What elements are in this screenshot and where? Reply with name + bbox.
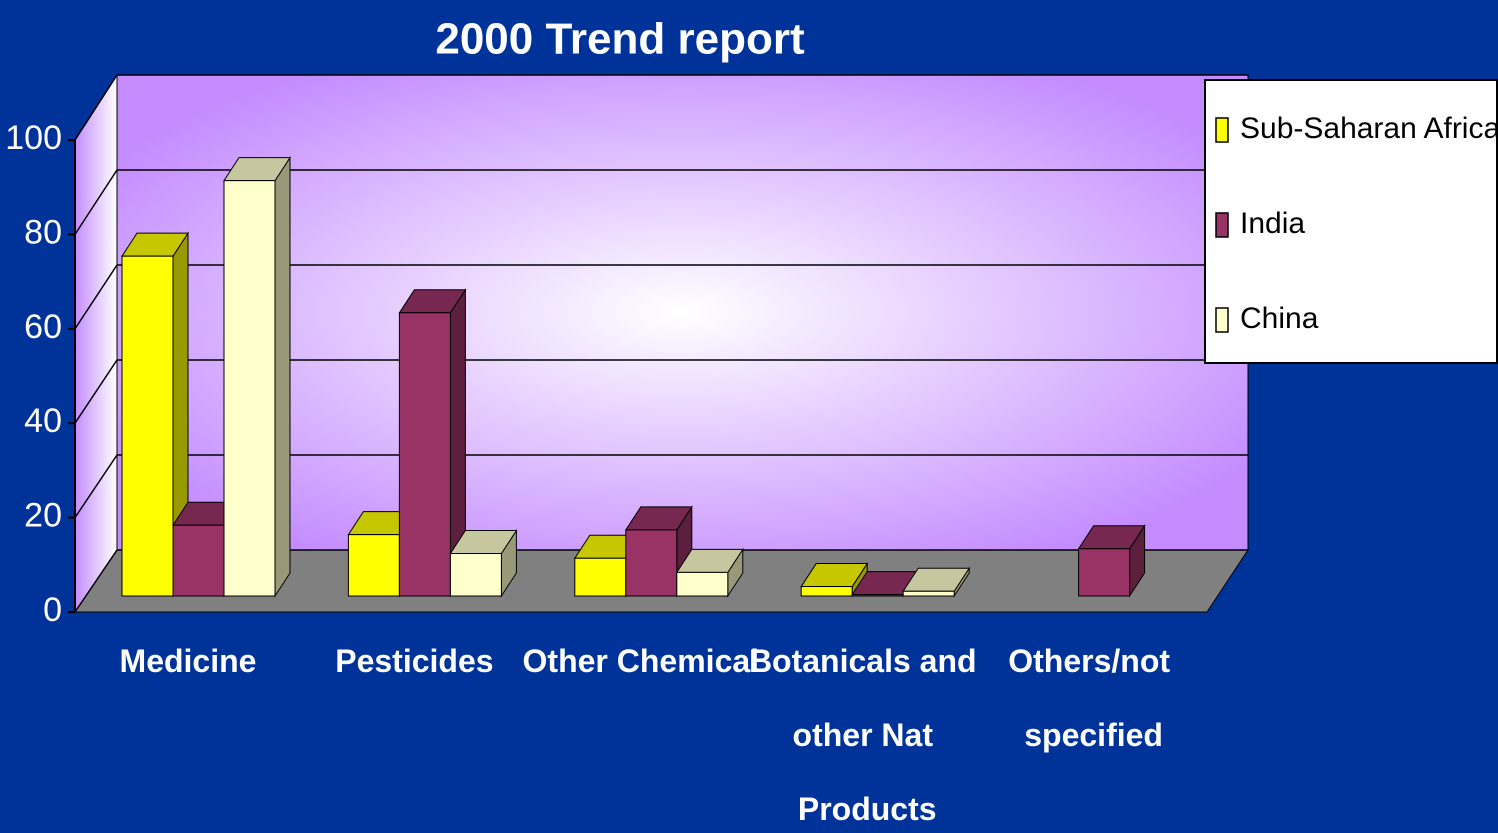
bars <box>121 155 1146 598</box>
x-tick-label: Pesticides <box>335 643 493 679</box>
bar <box>574 557 627 597</box>
x-tick-label: Botanicals and other Nat Products <box>749 643 986 827</box>
grid-line-side <box>74 264 118 330</box>
bar <box>1078 548 1131 597</box>
bar-side <box>274 155 291 598</box>
bar <box>449 553 502 597</box>
legend-swatch <box>1215 307 1229 333</box>
grid-line-side <box>74 549 118 613</box>
bar <box>398 312 451 597</box>
bar <box>851 594 904 597</box>
grid <box>68 74 1248 613</box>
bar <box>902 590 955 597</box>
bar <box>676 571 729 597</box>
y-tick-label: 60 <box>24 308 62 346</box>
bar <box>347 534 400 597</box>
grid-line-side <box>74 359 118 424</box>
grid-line-side <box>74 169 118 235</box>
y-tick-label: 80 <box>24 213 62 251</box>
y-tick-label: 20 <box>24 497 62 535</box>
legend <box>1204 79 1498 364</box>
y-tick-label: 0 <box>43 591 62 629</box>
legend-label: India <box>1240 207 1305 240</box>
bar <box>172 524 225 597</box>
bar <box>121 255 174 597</box>
legend-entries: Sub-Saharan Africa India China <box>1215 112 1498 335</box>
side-wall <box>74 73 118 614</box>
x-tick-label: Medicine <box>120 643 257 679</box>
bar <box>223 180 276 597</box>
legend-label: Sub-Saharan Africa <box>1240 112 1498 145</box>
x-tick-label: Others/not specified <box>1008 643 1179 753</box>
y-tick-label: 40 <box>24 402 62 440</box>
chart-title: 2000 Trend report <box>435 15 805 64</box>
legend-swatch <box>1215 117 1229 143</box>
legend-swatch <box>1215 212 1229 238</box>
bar <box>800 586 853 597</box>
grid-line-side <box>74 454 118 519</box>
bar <box>625 529 678 597</box>
y-tick-label: 100 <box>5 119 62 157</box>
legend-label: China <box>1240 302 1319 335</box>
grid-line-side <box>74 74 118 141</box>
x-tick-label: Other Chemical <box>523 643 760 679</box>
